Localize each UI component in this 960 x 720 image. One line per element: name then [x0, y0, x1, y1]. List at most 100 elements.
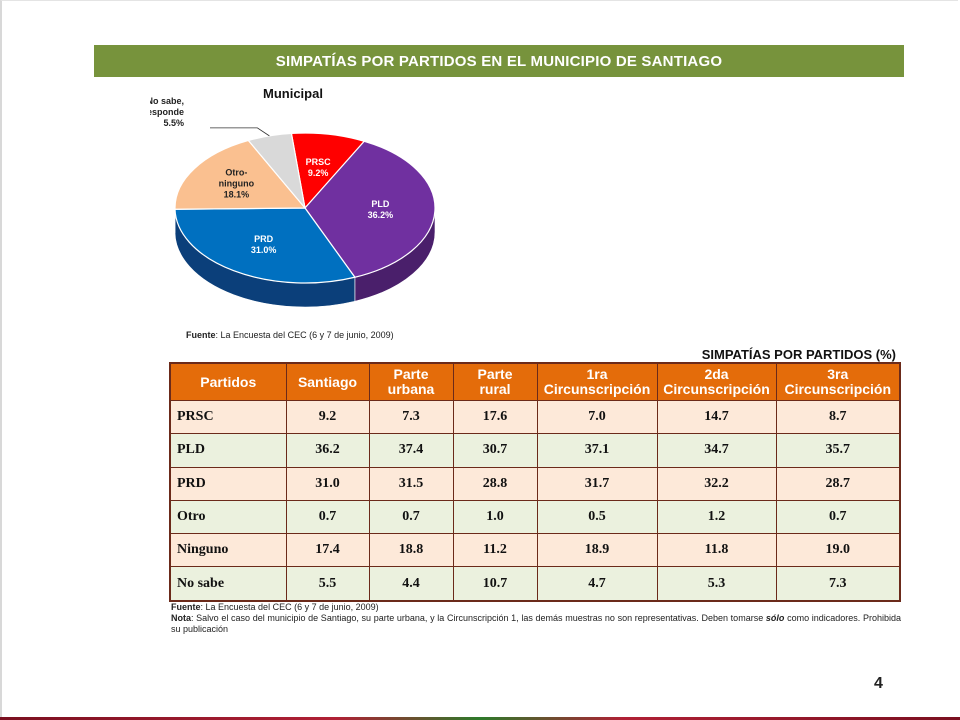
- table-value-cell: 7.0: [536, 399, 658, 435]
- table-party-cell: PLD: [169, 433, 287, 468]
- table-source-line: Fuente: La Encuesta del CEC (6 y 7 de ju…: [171, 602, 901, 613]
- table-value-cell: 35.7: [775, 433, 901, 468]
- page-number: 4: [874, 675, 883, 692]
- table-title: SIMPATÍAS POR PARTIDOS (%): [701, 347, 896, 362]
- table-value-cell: 30.7: [452, 433, 538, 468]
- table-value-cell: 4.4: [368, 566, 454, 602]
- table-value-cell: 14.7: [656, 399, 777, 435]
- table-value-cell: 36.2: [285, 433, 370, 468]
- table-value-cell: 17.6: [452, 399, 538, 435]
- table-value-cell: 0.7: [775, 499, 901, 535]
- table-value-cell: 5.3: [656, 566, 777, 602]
- table-source-text: : La Encuesta del CEC (6 y 7 de junio, 2…: [200, 602, 379, 612]
- pie-slice-label: 18.1%: [224, 190, 250, 200]
- pie-slice: [174, 139, 306, 210]
- table-value-cell: 17.4: [285, 533, 370, 568]
- table-row: No sabe 5.5 4.4 10.7 4.7 5.3 7.3: [169, 566, 901, 602]
- table-header-cell: 2da Circunscripción: [656, 362, 777, 401]
- pie-source: Fuente: La Encuesta del CEC (6 y 7 de ju…: [186, 330, 394, 340]
- table-value-cell: 32.2: [656, 466, 777, 501]
- table-header-text: Parte: [477, 366, 513, 382]
- table-header-cell: Parte rural: [452, 362, 538, 401]
- table-header-text: Santiago: [297, 373, 358, 390]
- table-note-text: : Salvo el caso del municipio de Santiag…: [191, 613, 766, 623]
- table-header-cell: 1ra Circunscripción: [536, 362, 658, 401]
- table-note-line: Nota: Salvo el caso del municipio de San…: [171, 613, 901, 635]
- table-value-cell: 1.2: [656, 499, 777, 535]
- pie-slice-label: 5.5%: [163, 118, 184, 128]
- table-value-cell: 28.7: [775, 466, 901, 501]
- pie-slice-label: 36.2%: [368, 210, 394, 220]
- slide-title: SIMPATÍAS POR PARTIDOS EN EL MUNICIPIO D…: [94, 45, 904, 77]
- pie-slice: [247, 132, 306, 209]
- sympathies-table: Partidos Santiago Parte urbana Parte rural 1ra…: [169, 362, 901, 602]
- pie-slice-label: Otro-: [225, 168, 247, 178]
- table-value-cell: 9.2: [285, 399, 370, 435]
- table-header-text: Parte: [393, 366, 429, 382]
- pie-slice: [174, 207, 356, 284]
- table-row: PLD 36.2 37.4 30.7 37.1 34.7 35.7: [169, 433, 901, 468]
- pie-leader-line: [210, 127, 270, 137]
- table-value-cell: 18.8: [368, 533, 454, 568]
- table-row: PRD 31.0 31.5 28.8 31.7 32.2 28.7: [169, 466, 901, 501]
- table-value-cell: 37.1: [536, 433, 658, 468]
- pie-source-label: Fuente: [186, 330, 216, 340]
- table-value-cell: 7.3: [775, 566, 901, 602]
- table-party-cell: Ninguno: [169, 533, 287, 568]
- bottom-accent-bar: [0, 717, 960, 720]
- table-body: PRSC 9.2 7.3 17.6 7.0 14.7 8.7 PLD 36.2 37.4 30.7 3…: [169, 399, 901, 602]
- table-value-cell: 34.7: [656, 433, 777, 468]
- table-header-cell: Santiago: [285, 362, 370, 401]
- table-party-cell: PRSC: [169, 399, 287, 435]
- table-notes: Fuente: La Encuesta del CEC (6 y 7 de ju…: [171, 602, 901, 635]
- table-value-cell: 10.7: [452, 566, 538, 602]
- table-header-text: Circunscripción: [543, 381, 651, 397]
- table-header-cell: Parte urbana: [368, 362, 454, 401]
- pie-source-text: : La Encuesta del CEC (6 y 7 de junio, 2…: [215, 330, 394, 340]
- table-header-text: rural: [479, 381, 511, 397]
- table-header-text: 2da: [704, 366, 729, 382]
- table-note-label: Nota: [171, 613, 191, 623]
- table-value-cell: 8.7: [775, 399, 901, 435]
- table-header-text: Circunscripción: [663, 381, 770, 397]
- table-party-cell: No sabe: [169, 566, 287, 602]
- pie-slice-label: 9.2%: [308, 168, 329, 178]
- table-value-cell: 1.0: [452, 499, 538, 535]
- pie-slice: [304, 140, 436, 278]
- table-header-cell: Partidos: [169, 362, 287, 401]
- table-value-cell: 11.8: [656, 533, 777, 568]
- pie-slice-label: PLD: [371, 199, 390, 209]
- table-row: PRSC 9.2 7.3 17.6 7.0 14.7 8.7: [169, 399, 901, 435]
- table-note-emphasis: sólo: [765, 613, 785, 623]
- table-header-cell: 3ra Circunscripción: [775, 362, 901, 401]
- table-header-text: 3ra: [827, 366, 849, 382]
- table-value-cell: 5.5: [285, 566, 370, 602]
- table-party-cell: Otro: [169, 499, 287, 535]
- pie-slice-label: ninguno: [219, 179, 255, 189]
- pie-slice-label: PRSC: [306, 157, 332, 167]
- table-value-cell: 11.2: [452, 533, 538, 568]
- table-header-text: 1ra: [586, 366, 608, 382]
- table-header-row: Partidos Santiago Parte urbana Parte rural 1ra…: [169, 362, 901, 401]
- table-value-cell: 31.5: [368, 466, 454, 501]
- table-value-cell: 0.7: [285, 499, 370, 535]
- table-row: Ninguno 17.4 18.8 11.2 18.9 11.8 19.0: [169, 533, 901, 568]
- pie-slice-label: 31.0%: [251, 245, 277, 255]
- table-value-cell: 37.4: [368, 433, 454, 468]
- pie-title: Municipal: [263, 86, 323, 101]
- table-header-text: Circunscripción: [784, 381, 892, 397]
- table-value-cell: 18.9: [536, 533, 658, 568]
- table-source-label: Fuente: [171, 602, 201, 612]
- pie-slice-label: No sabe,: [150, 96, 184, 106]
- table-value-cell: 19.0: [775, 533, 901, 568]
- pie-slice-label: PRD: [254, 234, 274, 244]
- table-party-cell: PRD: [169, 466, 287, 501]
- table-value-cell: 0.5: [536, 499, 658, 535]
- table-header-text: urbana: [387, 381, 435, 397]
- pie-slice-label: no responde: [150, 107, 184, 117]
- table-value-cell: 0.7: [368, 499, 454, 535]
- table-value-cell: 7.3: [368, 399, 454, 435]
- table-header-text: Partidos: [200, 373, 257, 390]
